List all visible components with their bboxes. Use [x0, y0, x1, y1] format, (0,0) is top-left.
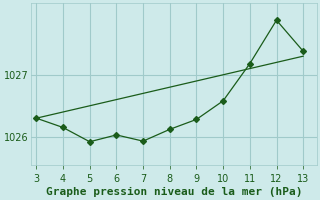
X-axis label: Graphe pression niveau de la mer (hPa): Graphe pression niveau de la mer (hPa) [45, 186, 302, 197]
